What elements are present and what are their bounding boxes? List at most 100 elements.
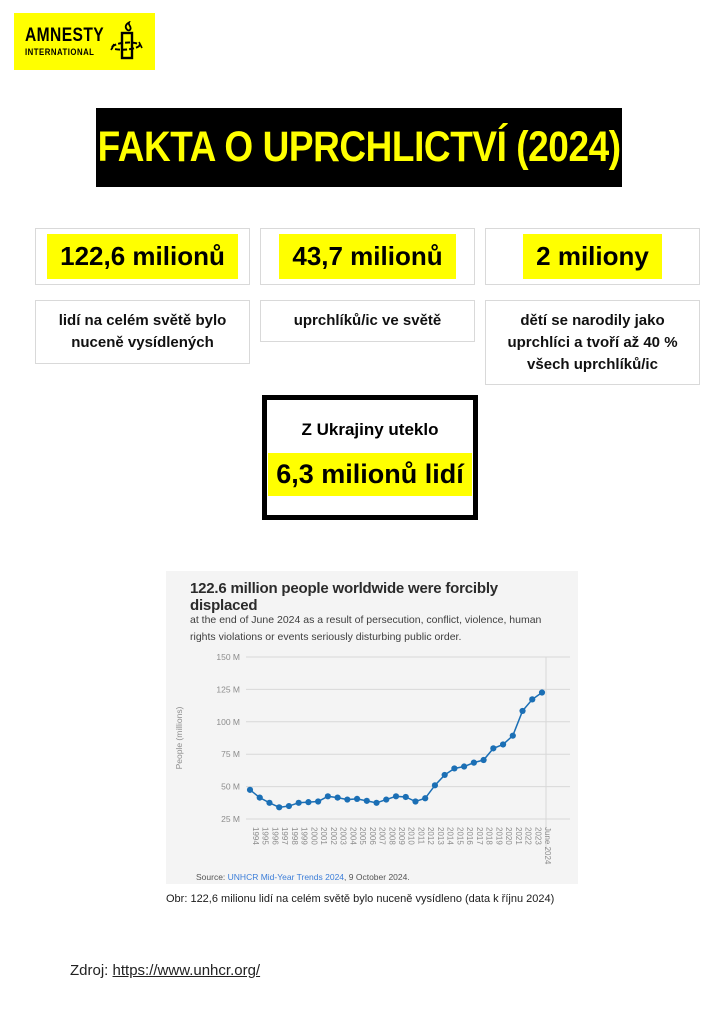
- chart-point: [392, 793, 400, 800]
- x-tick-label: 2012: [426, 827, 435, 845]
- chart-point: [470, 759, 477, 766]
- x-tick-label: 2007: [378, 827, 387, 845]
- unhcr-link[interactable]: https://www.unhcr.org/: [112, 962, 261, 979]
- chart-point: [363, 797, 370, 804]
- chart-point: [529, 696, 536, 703]
- chart-point: [519, 707, 526, 715]
- chart-point: [480, 756, 487, 764]
- amnesty-logo-text: AMNESTY INTERNATIONAL: [25, 26, 104, 58]
- stat-description: lidí na celém světě bylo nuceně vysídlen…: [35, 300, 250, 364]
- title-banner: FAKTA O UPRCHLICTVÍ (2024): [96, 108, 622, 187]
- x-tick-label: June 2024: [543, 827, 552, 865]
- chart-point: [324, 793, 331, 800]
- stat-card-displaced: 122,6 milionů lidí na celém světě bylo n…: [35, 228, 250, 385]
- chart-point: [353, 795, 361, 803]
- x-tick-label: 2019: [494, 827, 503, 845]
- chart-source-link[interactable]: UNHCR Mid-Year Trends 2024: [227, 872, 345, 882]
- chart-point: [383, 796, 390, 803]
- amnesty-logo-line2: INTERNATIONAL: [25, 46, 95, 58]
- candle-barbed-wire-icon: [110, 21, 143, 60]
- amnesty-logo-line1: AMNESTY: [25, 24, 105, 46]
- y-tick-label: 100 M: [216, 717, 240, 727]
- stat-number-box: 2 miliony: [485, 228, 700, 285]
- y-tick-label: 75 M: [221, 749, 240, 759]
- chart-point: [315, 798, 322, 805]
- x-tick-label: 2021: [514, 827, 523, 845]
- chart-title: 122.6 million people worldwide were forc…: [190, 580, 498, 614]
- chart-point: [295, 799, 302, 806]
- chart-subtitle: at the end of June 2024 as a result of p…: [190, 614, 542, 643]
- stat-number: 2 miliony: [523, 234, 662, 279]
- x-tick-label: 2014: [446, 827, 455, 845]
- x-tick-label: 2003: [339, 827, 348, 845]
- chart-source: Source: UNHCR Mid-Year Trends 2024, 9 Oc…: [196, 872, 410, 882]
- chart-point: [451, 765, 458, 772]
- ukraine-box: Z Ukrajiny uteklo 6,3 milionů lidí: [262, 395, 478, 520]
- x-tick-label: 2020: [504, 827, 513, 845]
- x-tick-label: 1997: [280, 827, 289, 845]
- amnesty-logo: AMNESTY INTERNATIONAL: [14, 13, 155, 70]
- chart-point: [509, 732, 516, 739]
- chart-point: [305, 799, 312, 806]
- x-tick-label: 2000: [309, 827, 318, 845]
- y-tick-label: 25 M: [221, 814, 240, 824]
- chart-point: [373, 799, 380, 806]
- chart-point: [461, 763, 468, 770]
- chart-point: [412, 798, 419, 805]
- chart-point: [402, 793, 409, 801]
- x-tick-label: 2005: [358, 827, 367, 845]
- footer-source: Zdroj: https://www.unhcr.org/: [70, 962, 260, 979]
- y-tick-label: 125 M: [216, 684, 240, 694]
- chart-point: [422, 795, 429, 802]
- chart-svg: 25 M 50 M 75 M 100 M 125 M 150 M People (milli…: [174, 652, 570, 865]
- ukraine-label: Z Ukrajiny uteklo: [301, 419, 439, 439]
- x-tick-label: 2004: [348, 827, 357, 845]
- chart-point: [266, 799, 273, 806]
- ukraine-number: 6,3 milionů lidí: [268, 452, 472, 496]
- chart-point: [431, 782, 439, 789]
- stat-description: dětí se narodily jako uprchlíci a tvoří …: [485, 300, 700, 386]
- chart-point: [276, 804, 283, 811]
- x-tick-label: 2017: [475, 827, 484, 845]
- x-tick-label: 1998: [290, 827, 299, 845]
- chart-point: [441, 771, 448, 779]
- x-tick-label: 2022: [524, 827, 533, 845]
- x-tick-label: 1999: [300, 827, 309, 845]
- chart-point: [246, 786, 254, 793]
- figure-caption: Obr: 122,6 milionu lidí na celém světě b…: [166, 893, 555, 905]
- chart-line: [249, 691, 543, 809]
- y-axis-label: People (millions): [174, 706, 184, 769]
- chart-point: [285, 802, 293, 810]
- x-tick-label: 2001: [319, 827, 328, 845]
- stat-number: 43,7 milionů: [279, 234, 456, 279]
- x-tick-label: 2016: [465, 827, 474, 845]
- page-title: FAKTA O UPRCHLICTVÍ (2024): [97, 123, 621, 171]
- x-tick-label: 2015: [455, 827, 464, 845]
- x-tick-label: 2013: [436, 827, 445, 845]
- footer-source-prefix: Zdroj:: [70, 962, 113, 979]
- x-tick-label: 1996: [270, 827, 279, 845]
- x-tick-label: 2018: [485, 827, 494, 845]
- x-tick-label: 2002: [329, 827, 338, 845]
- stat-number-box: 43,7 milionů: [260, 228, 475, 285]
- x-tick-label: 2006: [368, 827, 377, 845]
- stat-card-refugees: 43,7 milionů uprchlíků/ic ve světě: [260, 228, 475, 385]
- stats-row: 122,6 milionů lidí na celém světě bylo n…: [35, 228, 700, 386]
- chart-panel: 122.6 million people worldwide were forc…: [166, 571, 578, 884]
- chart-source-prefix: Source:: [196, 872, 228, 882]
- x-tick-label: 2008: [387, 827, 396, 845]
- stat-description: uprchlíků/ic ve světě: [260, 300, 475, 342]
- chart-point: [256, 794, 263, 801]
- x-tick-label: 2010: [407, 827, 416, 845]
- chart-point: [499, 741, 507, 748]
- chart-point: [490, 745, 497, 752]
- y-tick-label: 150 M: [216, 652, 240, 662]
- chart-point: [538, 689, 546, 696]
- chart-point: [344, 796, 351, 803]
- x-tick-label: 2009: [397, 827, 406, 845]
- x-tick-label: 2011: [416, 827, 425, 845]
- stat-number: 122,6 milionů: [47, 234, 238, 279]
- x-tick-label: 1995: [261, 827, 270, 845]
- stat-card-children: 2 miliony dětí se narodily jako uprchlíc…: [485, 228, 700, 386]
